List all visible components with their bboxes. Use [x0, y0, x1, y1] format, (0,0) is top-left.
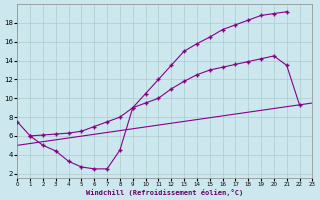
X-axis label: Windchill (Refroidissement éolien,°C): Windchill (Refroidissement éolien,°C)	[86, 189, 244, 196]
